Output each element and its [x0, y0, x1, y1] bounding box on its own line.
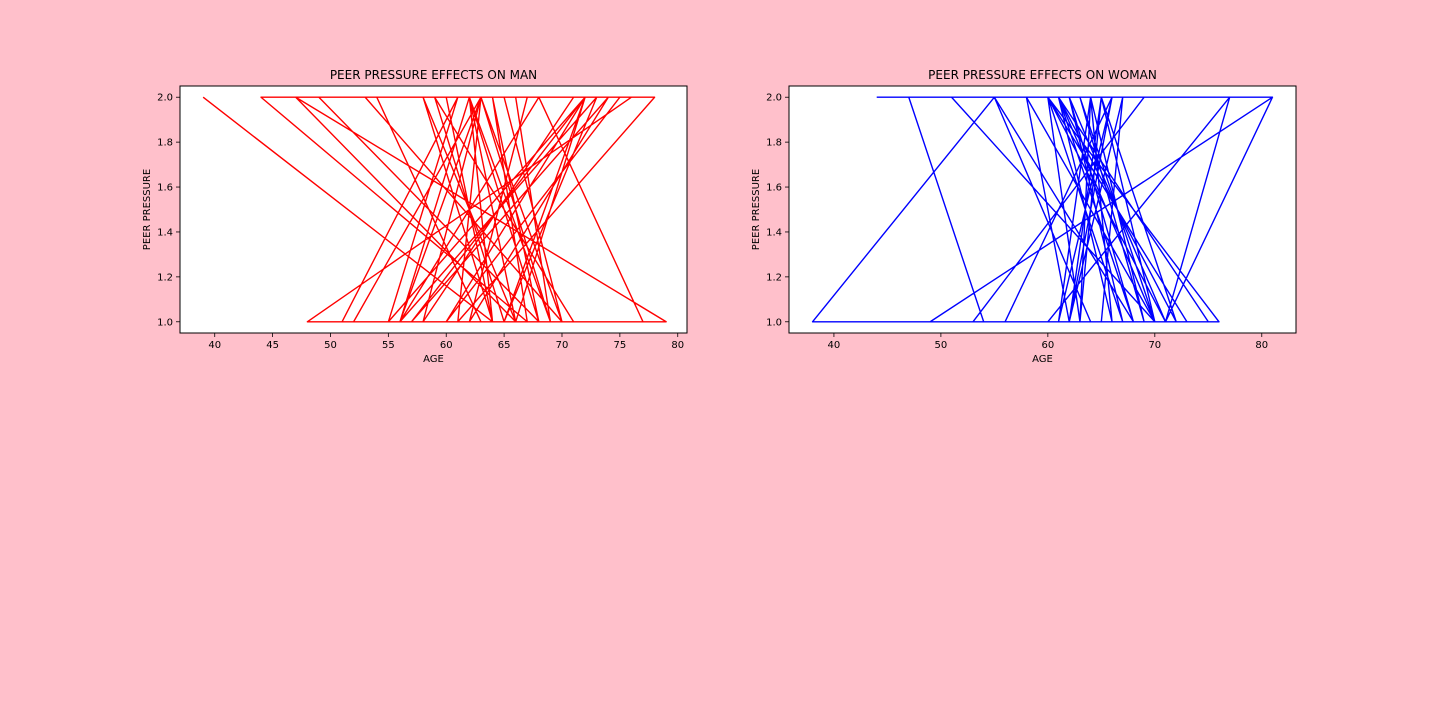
x-tick-label-man-0: 40 — [208, 340, 221, 351]
chart-man: PEER PRESSURE EFFECTS ON MAN AGE PEER PR… — [142, 68, 688, 365]
x-tick-label-woman-3: 70 — [1148, 340, 1161, 351]
x-tick-label-man-4: 60 — [440, 340, 453, 351]
x-tick-label-woman-1: 50 — [935, 340, 948, 351]
tick-layer-man: 40 45 50 55 60 65 70 75 80 1.0 1.2 1.4 1.6 1.8 2.0 — [157, 93, 684, 351]
y-tick-label-man-3: 1.6 — [157, 183, 173, 194]
x-tick-label-man-6: 70 — [556, 340, 569, 351]
chart-woman: PEER PRESSURE EFFECTS ON WOMAN AGE PEER … — [751, 68, 1297, 365]
y-tick-label-man-4: 1.8 — [157, 138, 173, 149]
y-axis-label-woman: PEER PRESSURE — [751, 169, 762, 250]
y-tick-label-woman-5: 2.0 — [766, 93, 782, 104]
y-tick-label-woman-0: 1.0 — [766, 317, 782, 328]
y-tick-label-woman-1: 1.2 — [766, 272, 782, 283]
x-tick-label-man-5: 65 — [498, 340, 511, 351]
y-tick-label-man-0: 1.0 — [157, 317, 173, 328]
series-line-woman-0 — [811, 96, 1274, 323]
y-tick-label-woman-3: 1.6 — [766, 183, 782, 194]
x-tick-label-woman-4: 80 — [1255, 340, 1268, 351]
series-layer-woman — [811, 96, 1274, 323]
y-tick-label-woman-4: 1.8 — [766, 138, 782, 149]
chart-title-woman: PEER PRESSURE EFFECTS ON WOMAN — [928, 68, 1157, 82]
x-tick-label-man-7: 75 — [613, 340, 626, 351]
y-tick-label-woman-2: 1.4 — [766, 227, 782, 238]
plot-frame-man — [179, 85, 688, 334]
y-tick-label-man-5: 2.0 — [157, 93, 173, 104]
series-line-man-0 — [202, 96, 667, 323]
plot-area-man — [180, 86, 687, 333]
x-tick-label-man-2: 50 — [324, 340, 337, 351]
plot-frame-woman — [788, 85, 1297, 334]
x-tick-label-man-3: 55 — [382, 340, 395, 351]
x-axis-label-woman: AGE — [1032, 354, 1053, 365]
x-tick-label-woman-0: 40 — [828, 340, 841, 351]
x-tick-label-man-8: 80 — [671, 340, 684, 351]
y-tick-label-man-2: 1.4 — [157, 227, 173, 238]
y-axis-label-man: PEER PRESSURE — [142, 169, 153, 250]
x-tick-label-woman-2: 60 — [1041, 340, 1054, 351]
series-layer-man — [202, 96, 667, 323]
chart-title-man: PEER PRESSURE EFFECTS ON MAN — [330, 68, 537, 82]
tick-layer-woman: 40 50 60 70 80 1.0 1.2 1.4 1.6 1.8 2.0 — [766, 93, 1268, 351]
y-tick-label-man-1: 1.2 — [157, 272, 173, 283]
x-axis-label-man: AGE — [423, 354, 444, 365]
x-tick-label-man-1: 45 — [266, 340, 279, 351]
